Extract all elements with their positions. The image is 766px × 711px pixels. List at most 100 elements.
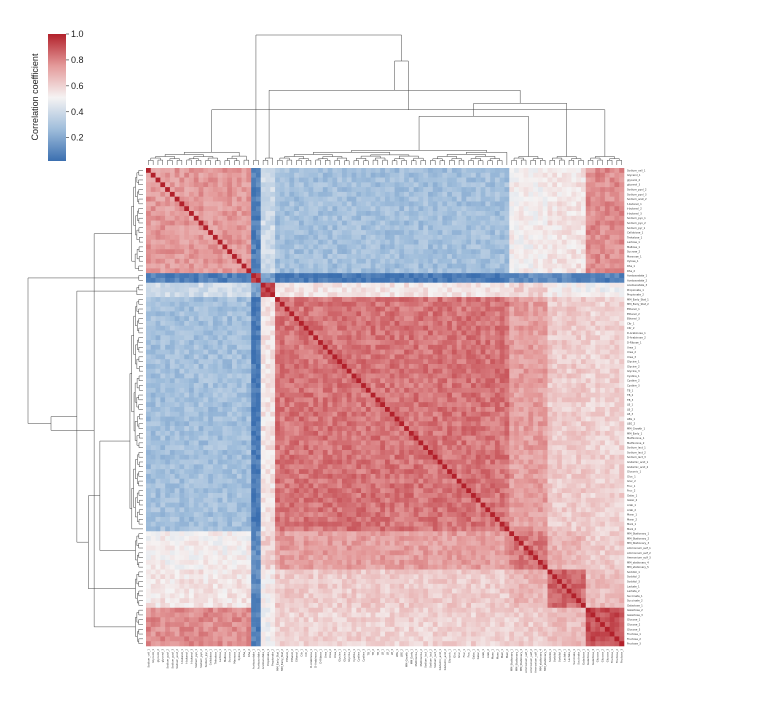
heatmap-cell bbox=[571, 306, 577, 312]
heatmap-cell bbox=[155, 211, 161, 217]
heatmap-cell bbox=[533, 387, 539, 393]
heatmap-cell bbox=[327, 392, 333, 398]
dendrogram-link bbox=[138, 179, 143, 185]
heatmap-cell bbox=[504, 258, 510, 264]
heatmap-cell bbox=[466, 344, 472, 350]
heatmap-cell bbox=[557, 191, 563, 197]
heatmap-cell bbox=[246, 273, 252, 279]
heatmap-cell bbox=[341, 273, 348, 279]
heatmap-cell bbox=[361, 234, 367, 240]
heatmap-cell bbox=[361, 368, 367, 374]
heatmap-cell bbox=[289, 354, 295, 360]
heatmap-cell bbox=[442, 211, 448, 217]
heatmap-cell bbox=[318, 297, 324, 303]
heatmap-cell bbox=[576, 297, 582, 303]
heatmap-cell bbox=[313, 263, 319, 269]
heatmap-cell bbox=[528, 287, 534, 293]
heatmap-cell bbox=[308, 378, 314, 384]
heatmap-cell bbox=[428, 182, 434, 188]
heatmap-cell bbox=[322, 282, 328, 288]
heatmap-cell bbox=[212, 244, 218, 250]
dendrogram-link bbox=[430, 160, 436, 165]
heatmap-cell bbox=[408, 335, 414, 341]
heatmap-cell bbox=[528, 206, 534, 212]
heatmap-cell bbox=[442, 320, 448, 327]
heatmap-cell bbox=[542, 320, 548, 327]
heatmap-cell bbox=[394, 177, 400, 183]
heatmap-cell bbox=[198, 349, 204, 355]
heatmap-cell bbox=[332, 263, 338, 269]
heatmap-cell bbox=[604, 225, 610, 231]
heatmap-cell bbox=[394, 277, 400, 284]
heatmap-cell bbox=[322, 383, 328, 389]
heatmap-cell bbox=[609, 177, 615, 183]
heatmap-cell bbox=[146, 249, 152, 255]
heatmap-cell bbox=[361, 211, 367, 217]
heatmap-cell bbox=[165, 287, 171, 293]
heatmap-cell bbox=[327, 225, 333, 231]
heatmap-cell bbox=[260, 211, 266, 217]
heatmap-cell bbox=[475, 344, 481, 350]
heatmap-cell bbox=[294, 282, 300, 288]
heatmap-cell bbox=[241, 239, 247, 245]
heatmap-cell bbox=[327, 182, 333, 188]
heatmap-cell bbox=[494, 220, 501, 226]
heatmap-cell bbox=[203, 363, 209, 370]
heatmap-cell bbox=[184, 325, 190, 331]
heatmap-cell bbox=[571, 201, 577, 207]
heatmap-cell bbox=[509, 187, 515, 193]
heatmap-cell bbox=[241, 254, 247, 260]
heatmap-cell bbox=[604, 282, 610, 288]
heatmap-cell bbox=[356, 177, 362, 183]
heatmap-cell bbox=[208, 297, 214, 303]
heatmap-cell bbox=[308, 254, 314, 260]
heatmap-cell bbox=[547, 320, 553, 327]
heatmap-cell bbox=[232, 392, 238, 398]
heatmap-cell bbox=[547, 316, 553, 322]
dendrogram-link bbox=[231, 155, 247, 161]
heatmap-cell bbox=[509, 335, 515, 341]
heatmap-cell bbox=[557, 168, 563, 174]
heatmap-cell bbox=[251, 182, 257, 188]
heatmap-cell bbox=[260, 196, 266, 202]
heatmap-cell bbox=[150, 268, 156, 274]
heatmap-cell bbox=[600, 325, 606, 331]
heatmap-cell bbox=[523, 392, 529, 398]
heatmap-cell bbox=[394, 168, 400, 174]
heatmap-cell bbox=[155, 387, 161, 393]
heatmap-cell bbox=[461, 306, 467, 312]
heatmap-cell bbox=[466, 244, 472, 250]
heatmap-cell bbox=[313, 191, 319, 197]
dendrogram-link bbox=[137, 339, 139, 350]
heatmap-cell bbox=[179, 196, 185, 202]
heatmap-cell bbox=[356, 239, 362, 245]
heatmap-cell bbox=[399, 320, 405, 327]
heatmap-cell bbox=[428, 325, 434, 331]
heatmap-cell bbox=[246, 225, 252, 231]
heatmap-cell bbox=[279, 263, 285, 269]
heatmap-cell bbox=[270, 359, 276, 365]
heatmap-cell bbox=[337, 316, 343, 322]
heatmap-cell bbox=[265, 387, 271, 393]
heatmap-cell bbox=[428, 335, 434, 341]
heatmap-cell bbox=[528, 215, 534, 221]
heatmap-cell bbox=[294, 225, 300, 231]
heatmap-cell bbox=[313, 239, 319, 245]
heatmap-cell bbox=[399, 249, 405, 255]
heatmap-cell bbox=[447, 239, 453, 245]
heatmap-cell bbox=[552, 287, 558, 293]
heatmap-cell bbox=[193, 230, 199, 236]
heatmap-cell bbox=[475, 277, 481, 284]
heatmap-cell bbox=[203, 349, 209, 355]
heatmap-cell bbox=[346, 177, 352, 183]
heatmap-cell bbox=[370, 191, 376, 197]
heatmap-cell bbox=[404, 387, 410, 393]
heatmap-cell bbox=[322, 330, 328, 336]
heatmap-cell bbox=[232, 330, 238, 336]
heatmap-cell bbox=[466, 292, 472, 298]
heatmap-cell bbox=[165, 215, 171, 221]
heatmap-cell bbox=[346, 282, 352, 288]
heatmap-cell bbox=[361, 297, 367, 303]
heatmap-cell bbox=[217, 330, 223, 336]
heatmap-cell bbox=[303, 182, 309, 188]
